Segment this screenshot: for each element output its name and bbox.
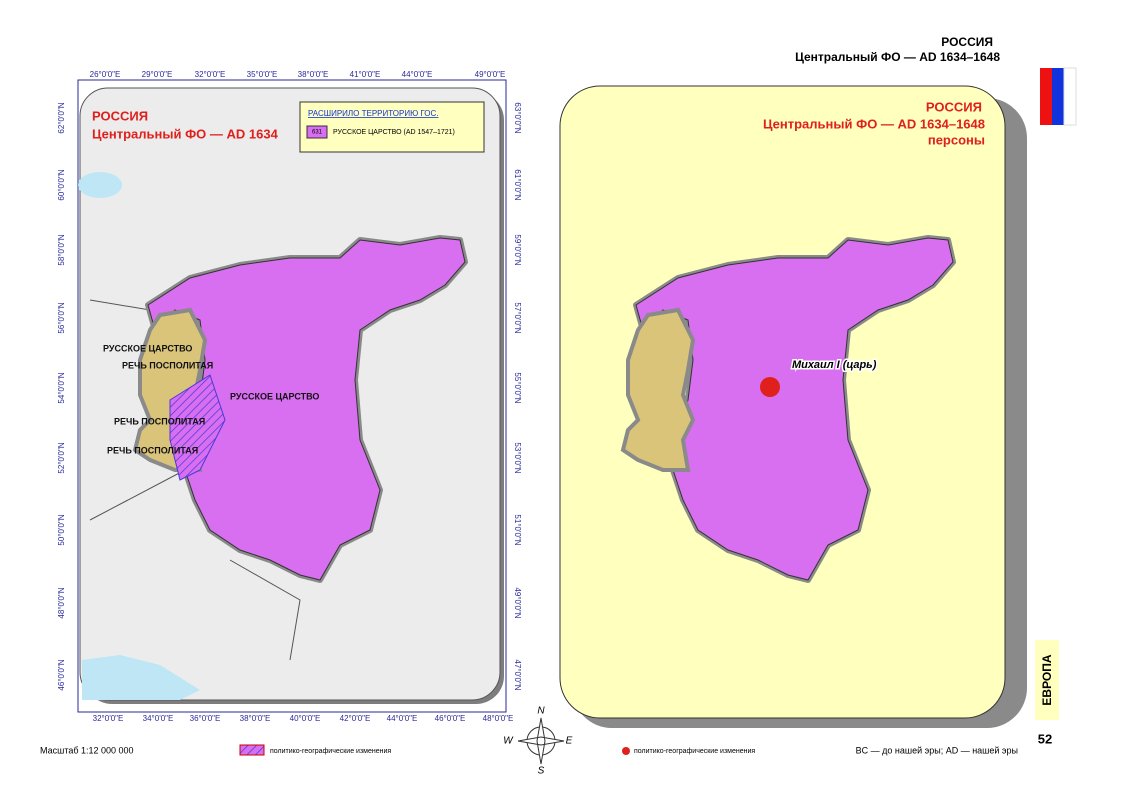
legend-title: РАСШИРИЛО ТЕРРИТОРИЮ ГОС. — [308, 109, 439, 118]
person-label: Михаил I (царь) — [792, 359, 877, 371]
coordinate-label: 44°0'0"E — [402, 70, 433, 79]
coordinate-label: 40°0'0"E — [290, 714, 321, 723]
legend-label: политико-географические изменения — [270, 748, 391, 755]
legend-swatch — [306, 125, 328, 139]
coordinate-label: 54°0'0"N — [57, 372, 66, 403]
region-label: РЕЧЬ ПОСПОЛИТАЯ — [114, 416, 205, 426]
coordinate-label: 55°0'0"N — [513, 372, 522, 403]
coordinate-label: 36°0'0"E — [190, 714, 221, 723]
section-label: ЕВРОПА — [1040, 654, 1054, 705]
coordinate-label: 44°0'0"E — [387, 714, 418, 723]
page-number: 52 — [1038, 731, 1052, 746]
coordinate-label: 29°0'0"E — [142, 70, 173, 79]
coordinate-label: 53°0'0"N — [513, 442, 522, 473]
coordinate-label: 41°0'0"E — [350, 70, 381, 79]
coordinate-label: 42°0'0"E — [340, 714, 371, 723]
coordinate-label: 34°0'0"E — [143, 714, 174, 723]
coordinate-label: 48°0'0"E — [483, 714, 514, 723]
water — [78, 172, 122, 198]
border — [89, 299, 301, 661]
compass-letter: E — [566, 736, 573, 747]
coordinate-label: 49°0'0"N — [513, 587, 522, 618]
coordinate-label: 51°0'0"N — [513, 514, 522, 545]
coordinate-label: 32°0'0"E — [195, 70, 226, 79]
coordinate-label: 60°0'0"N — [57, 169, 66, 200]
legend-label: политико-географические изменения — [634, 748, 755, 755]
coordinate-label: 32°0'0"E — [93, 714, 124, 723]
coordinate-label: 26°0'0"E — [90, 70, 121, 79]
coordinate-label: 57°0'0"N — [513, 302, 522, 333]
header-title: РОССИЯ — [941, 35, 993, 49]
region-label: РЕЧЬ ПОСПОЛИТАЯ — [107, 445, 198, 455]
map-title: РОССИЯ — [92, 108, 148, 123]
map-title: РОССИЯ — [926, 99, 982, 114]
water — [82, 655, 200, 700]
map-note: персоны — [928, 132, 985, 147]
coordinate-label: 38°0'0"E — [240, 714, 271, 723]
legend-box — [299, 101, 485, 153]
region-label: РУССКОЕ ЦАРСТВО — [230, 391, 319, 401]
coordinate-label: 46°0'0"N — [57, 659, 66, 690]
coordinate-label: 52°0'0"N — [57, 442, 66, 473]
coordinate-label: 49°0'0"E — [475, 70, 506, 79]
region-label: РЕЧЬ ПОСПОЛИТАЯ — [122, 360, 213, 370]
change-area — [169, 374, 226, 481]
scale: Масштаб 1:12 000 000 — [40, 745, 134, 755]
flag — [1063, 67, 1077, 126]
person-marker — [760, 377, 780, 397]
coordinate-label: 38°0'0"E — [298, 70, 329, 79]
map-subtitle: Центральный ФО — AD 1634 — [92, 126, 279, 141]
compass-letter: S — [538, 766, 545, 777]
legend-code: 631 — [312, 130, 323, 136]
coordinate-label: 46°0'0"E — [435, 714, 466, 723]
coordinate-label: 58°0'0"N — [57, 234, 66, 265]
compass: N E S W — [503, 706, 572, 777]
flag — [1040, 68, 1052, 125]
legend-label: РУССКОЕ ЦАРСТВО (AD 1547–1721) — [333, 129, 455, 136]
section-tab — [1035, 640, 1059, 720]
coordinate-label: 62°0'0"N — [57, 102, 66, 133]
map-subtitle: Центральный ФО — AD 1634–1648 — [763, 116, 985, 131]
flag — [1052, 68, 1064, 125]
compass-letter: N — [537, 706, 545, 717]
coordinate-label: 56°0'0"N — [57, 302, 66, 333]
compass-letter: W — [503, 736, 514, 747]
era-note: BC — до нашей эры; AD — нашей эры — [856, 745, 1018, 755]
region-label: РУССКОЕ ЦАРСТВО — [103, 343, 192, 353]
header-subtitle: Центральный ФО — AD 1634–1648 — [795, 50, 1000, 64]
legend-swatch — [239, 744, 265, 756]
coordinate-label: 48°0'0"N — [57, 587, 66, 618]
coordinate-label: 47°0'0"N — [513, 659, 522, 690]
coordinate-label: 63°0'0"N — [513, 102, 522, 133]
coordinate-label: 61°0'0"N — [513, 169, 522, 200]
legend-dot — [622, 747, 630, 755]
coordinate-label: 59°0'0"N — [513, 234, 522, 265]
coordinate-label: 35°0'0"E — [247, 70, 278, 79]
coordinate-label: 50°0'0"N — [57, 514, 66, 545]
